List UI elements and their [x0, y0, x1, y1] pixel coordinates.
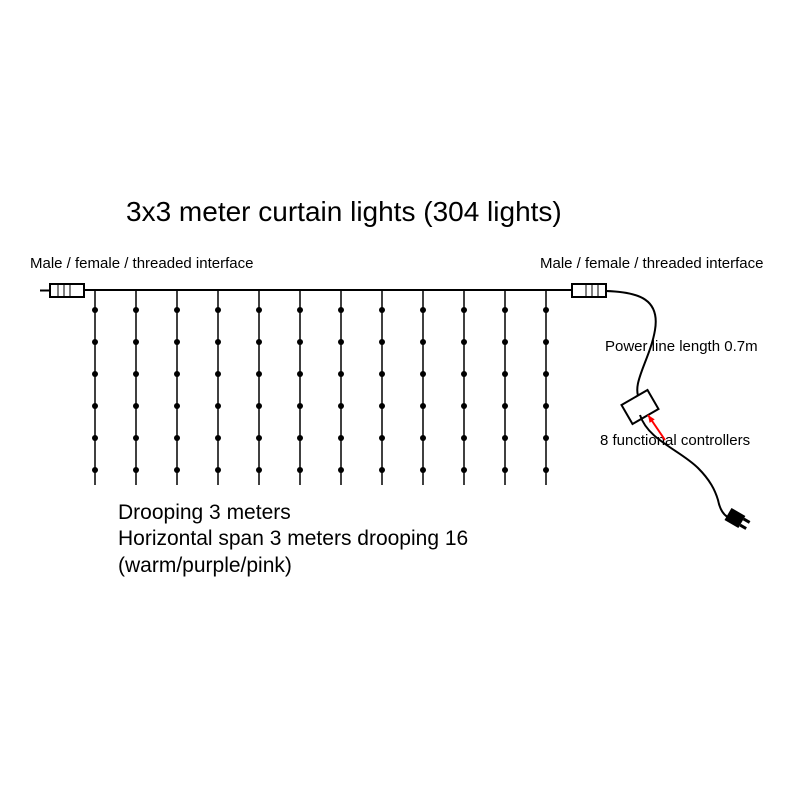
curtain-lights-diagram	[0, 0, 800, 800]
